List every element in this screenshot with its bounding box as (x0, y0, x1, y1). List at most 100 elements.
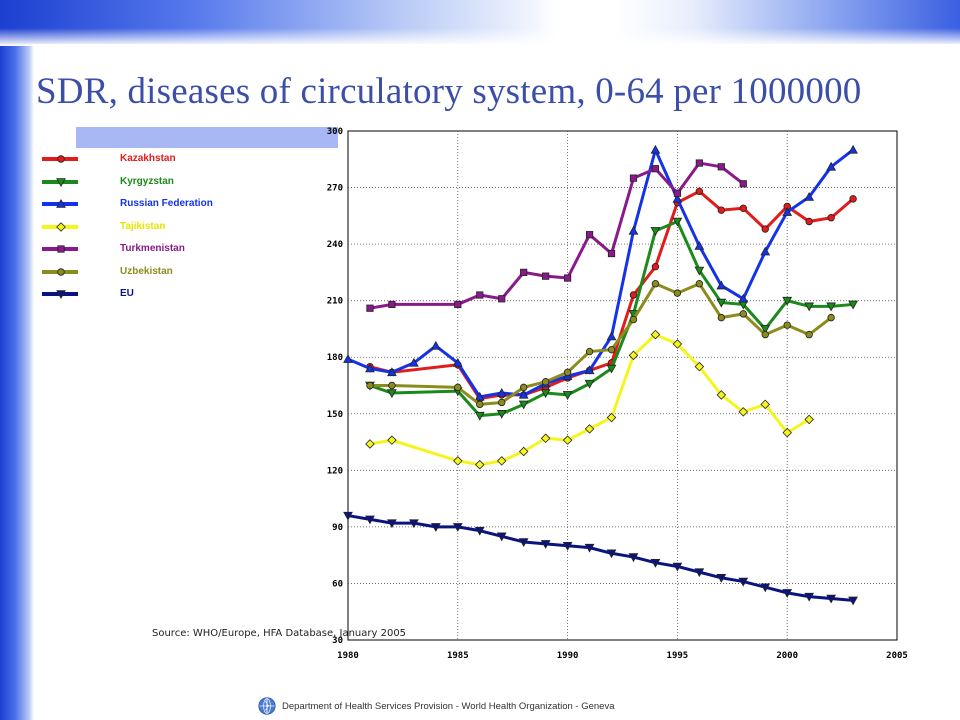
data-point-russian-federation (474, 391, 485, 401)
data-point-russian-federation (848, 144, 858, 154)
legend-label: EU (120, 288, 134, 299)
data-point-uzbekistan (695, 280, 704, 288)
data-point-uzbekistan (476, 400, 484, 409)
data-point-tajikistan (584, 424, 595, 434)
data-point-uzbekistan (607, 345, 616, 354)
data-point-turkmenistan (717, 163, 725, 171)
legend-swatch-marker (57, 245, 65, 253)
data-point-kazakhstan (651, 263, 660, 271)
data-point-russian-federation (738, 293, 749, 303)
legend-swatch-marker (57, 155, 65, 163)
data-point-eu (365, 515, 375, 525)
data-point-uzbekistan (827, 313, 835, 322)
top-accent-fade (0, 28, 960, 46)
data-point-russian-federation (365, 363, 375, 373)
data-point-kazakhstan (717, 206, 726, 214)
data-point-russian-federation (452, 357, 463, 367)
legend-item-tajikistan: Tajikistan (40, 218, 280, 240)
data-point-kyrgyzstan (540, 389, 551, 399)
data-point-russian-federation (496, 388, 507, 397)
data-point-russian-federation (826, 161, 836, 171)
data-point-uzbekistan (739, 310, 747, 318)
data-point-kyrgyzstan (826, 302, 836, 312)
data-point-eu (387, 519, 397, 529)
x-tick-label: 1980 (337, 651, 359, 661)
series-turkmenistan (366, 159, 747, 312)
data-point-eu (430, 523, 441, 532)
y-tick-label: 270 (327, 184, 343, 194)
y-tick-label: 30 (332, 636, 343, 646)
data-point-russian-federation (782, 207, 793, 216)
data-point-uzbekistan (651, 280, 660, 288)
data-point-uzbekistan (563, 368, 572, 377)
data-point-turkmenistan (739, 180, 747, 188)
legend-swatch-russian-federation (42, 198, 78, 208)
data-point-kyrgyzstan (694, 266, 705, 276)
data-point-tajikistan (694, 361, 705, 372)
data-point-russian-federation (760, 246, 771, 256)
data-point-uzbekistan (541, 378, 550, 386)
y-tick-label: 240 (327, 240, 343, 250)
legend-item-uzbekistan: Uzbekistan (40, 263, 280, 285)
data-point-eu (584, 543, 595, 553)
data-point-eu (452, 523, 463, 532)
data-point-tajikistan (804, 414, 814, 425)
data-point-eu (760, 583, 771, 593)
data-point-eu (540, 540, 551, 549)
data-point-tajikistan (738, 407, 749, 417)
data-point-russian-federation (518, 389, 529, 399)
data-point-uzbekistan (629, 315, 638, 324)
data-point-eu (628, 553, 639, 563)
data-point-eu (848, 596, 858, 606)
data-point-uzbekistan (761, 330, 769, 339)
y-tick-label: 120 (327, 466, 343, 476)
series-kyrgyzstan (365, 217, 858, 421)
data-point-turkmenistan (607, 249, 616, 258)
legend-swatch-marker (56, 221, 66, 232)
data-point-tajikistan (365, 439, 375, 449)
legend-label: Kazakhstan (120, 153, 176, 164)
data-point-tajikistan (760, 399, 771, 410)
data-point-turkmenistan (585, 231, 594, 239)
data-point-turkmenistan (542, 272, 550, 280)
data-point-tajikistan (672, 339, 683, 349)
legend-swatch-marker (56, 290, 66, 300)
data-point-turkmenistan (651, 165, 660, 173)
data-point-kyrgyzstan (606, 364, 617, 374)
data-point-kyrgyzstan (760, 325, 771, 334)
y-tick-label: 90 (332, 523, 343, 533)
data-point-kyrgyzstan (474, 411, 485, 421)
legend-swatch-uzbekistan (42, 267, 78, 276)
data-point-uzbekistan (805, 330, 813, 339)
data-point-tajikistan (453, 456, 463, 466)
x-tick-label: 2005 (886, 651, 908, 661)
series-tajikistan (365, 329, 814, 470)
data-point-turkmenistan (695, 159, 703, 167)
data-point-russian-federation (387, 367, 397, 377)
data-point-eu (650, 558, 661, 568)
data-point-russian-federation (430, 340, 441, 350)
data-point-turkmenistan (520, 268, 528, 276)
data-point-kyrgyzstan (387, 389, 397, 399)
legend-item-russian-federation: Russian Federation (40, 195, 280, 217)
data-point-kyrgyzstan (562, 391, 573, 400)
data-point-tajikistan (387, 435, 397, 445)
data-point-uzbekistan (783, 321, 791, 329)
x-tick-label: 2000 (776, 651, 798, 661)
data-point-russian-federation (628, 225, 639, 235)
data-point-kyrgyzstan (584, 379, 595, 389)
data-point-tajikistan (474, 459, 485, 470)
data-point-kazakhstan (761, 225, 769, 233)
data-point-kazakhstan (827, 214, 835, 222)
data-point-russian-federation (650, 144, 661, 154)
data-point-turkmenistan (498, 295, 506, 303)
series-uzbekistan (366, 280, 835, 409)
y-tick-label: 180 (327, 353, 343, 363)
data-point-kyrgyzstan (848, 300, 858, 310)
data-point-eu (606, 549, 617, 559)
data-point-kazakhstan (805, 217, 813, 226)
data-point-eu (343, 511, 353, 521)
legend-swatch-tajikistan (42, 221, 78, 232)
data-point-russian-federation (672, 193, 683, 203)
